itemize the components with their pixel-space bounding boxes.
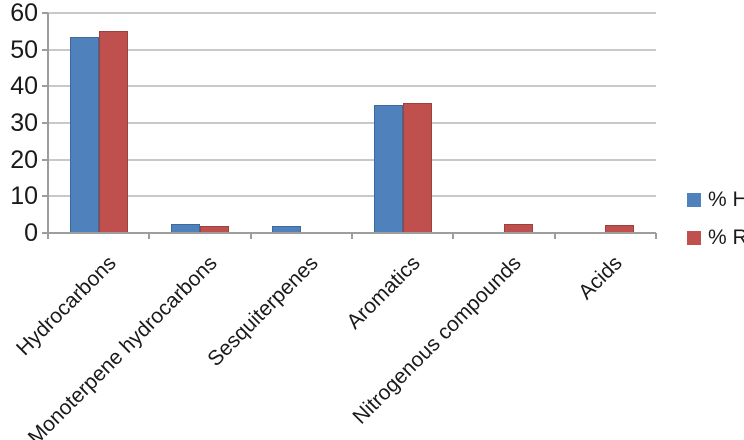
legend-swatch-r bbox=[687, 231, 701, 245]
y-tick-label: 20 bbox=[10, 145, 38, 174]
gridline bbox=[48, 85, 656, 88]
y-tick-label: 0 bbox=[24, 219, 38, 247]
y-tick bbox=[42, 48, 48, 51]
y-axis-line bbox=[47, 13, 49, 233]
y-tick-label: 40 bbox=[10, 72, 38, 101]
y-tick bbox=[42, 158, 48, 161]
x-tick bbox=[655, 233, 657, 239]
x-tick bbox=[47, 233, 49, 239]
legend-label-h: % H bbox=[708, 188, 744, 211]
y-tick bbox=[42, 122, 48, 124]
bar-r-0 bbox=[98, 30, 128, 233]
y-tick bbox=[42, 12, 48, 14]
legend: % H % R bbox=[687, 188, 744, 266]
y-tick-label: 10 bbox=[10, 182, 38, 211]
x-tick bbox=[452, 233, 455, 239]
gridline bbox=[48, 12, 656, 14]
x-tick bbox=[351, 233, 353, 239]
legend-label-r: % R bbox=[708, 226, 744, 249]
gridline bbox=[48, 48, 656, 51]
y-tick-label: 30 bbox=[10, 109, 38, 137]
y-tick bbox=[42, 85, 48, 88]
bar-h-3 bbox=[373, 104, 403, 233]
x-tick bbox=[553, 233, 556, 239]
bar-h-0 bbox=[69, 36, 99, 233]
legend-entry-h: % H bbox=[687, 188, 744, 211]
gridline bbox=[48, 122, 656, 124]
bar-r-3 bbox=[402, 102, 432, 233]
x-tick bbox=[249, 233, 252, 239]
y-tick bbox=[42, 195, 48, 198]
legend-swatch-h bbox=[687, 193, 701, 207]
y-tick bbox=[42, 232, 48, 234]
gridline bbox=[48, 195, 656, 198]
y-tick-label: 60 bbox=[10, 0, 38, 27]
x-tick bbox=[148, 233, 151, 239]
legend-entry-r: % R bbox=[687, 226, 744, 249]
y-tick-label: 50 bbox=[10, 35, 38, 64]
gridline bbox=[48, 158, 656, 161]
